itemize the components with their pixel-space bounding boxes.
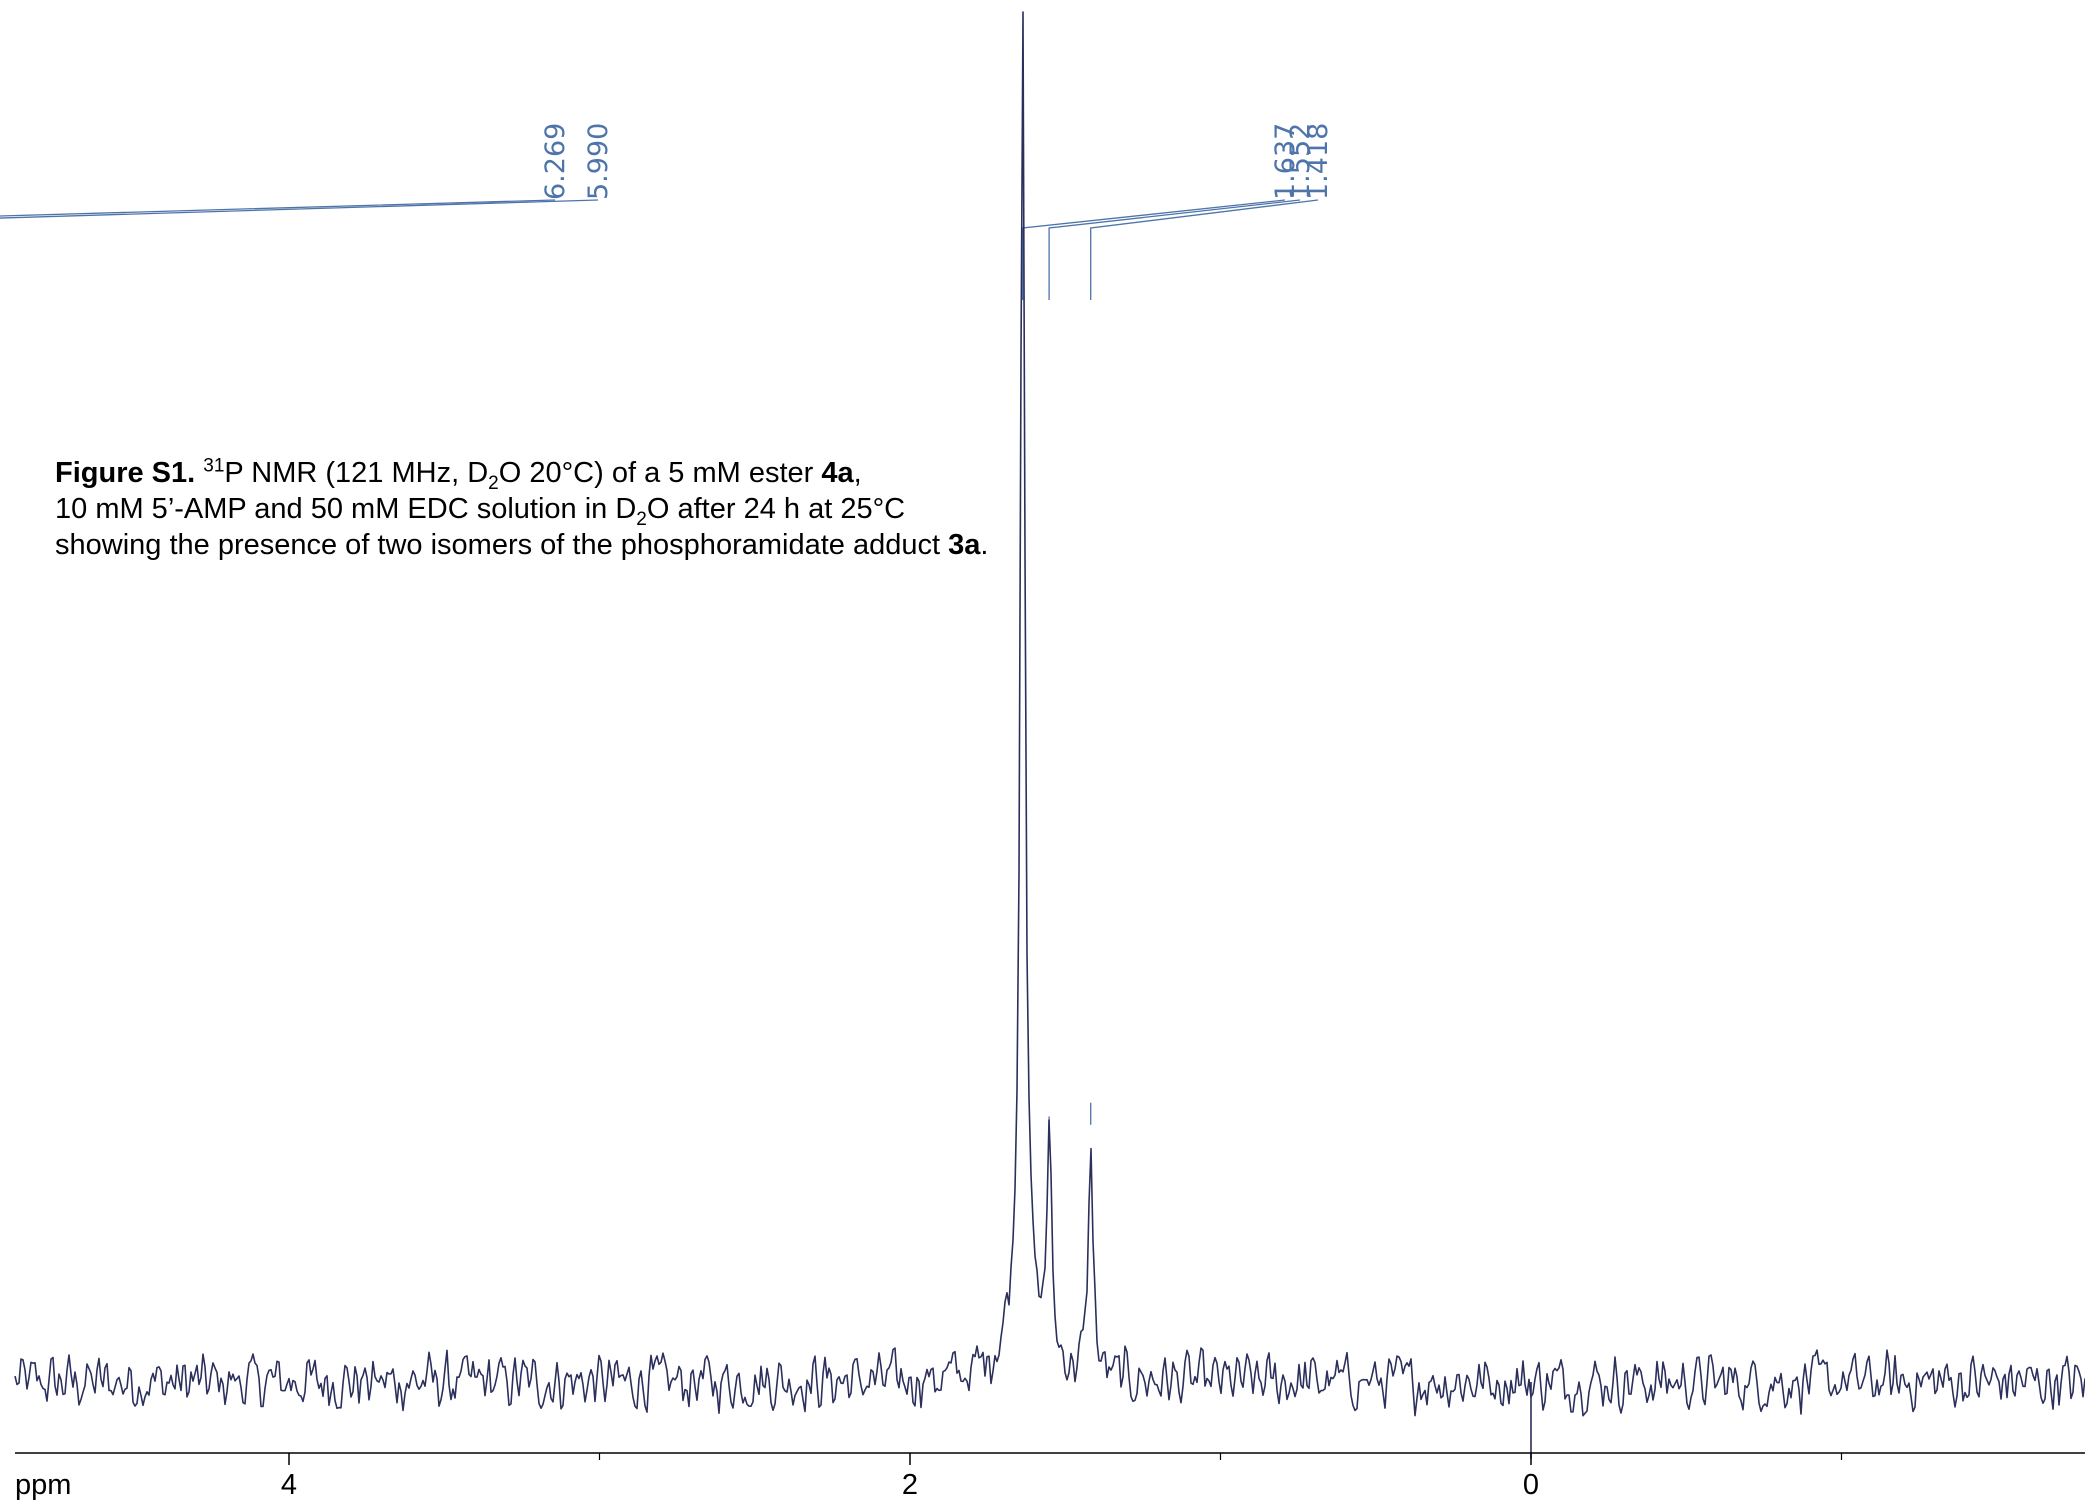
peak-label-text: 6.269 xyxy=(540,123,571,200)
peak-label-connector xyxy=(1022,199,1286,300)
x-tick-label: 0 xyxy=(1523,1469,1539,1501)
peak-label: 5.990 xyxy=(0,123,614,219)
figure-caption: Figure S1. 31P NMR (121 MHz, D2O 20°C) o… xyxy=(55,455,1255,563)
x-axis-ticks: 86420-2 xyxy=(281,1453,1843,1501)
peak-label-text: 5.990 xyxy=(583,123,614,200)
peak-label-connector xyxy=(0,199,599,219)
peak-label: 6.269 xyxy=(0,123,571,217)
peak-label-text: 1.418 xyxy=(1303,123,1334,200)
caption-line-3: showing the presence of two isomers of t… xyxy=(55,529,989,561)
peak-label-connector xyxy=(0,199,556,217)
x-tick-label: 4 xyxy=(281,1469,297,1501)
caption-line-1: Figure S1. 31P NMR (121 MHz, D2O 20°C) o… xyxy=(55,455,862,494)
spectrum-trace xyxy=(14,11,2085,1417)
x-tick-label: 2 xyxy=(902,1469,918,1501)
peak-label-text: 1.552 xyxy=(1285,123,1316,200)
x-axis-unit-label: ppm xyxy=(15,1469,71,1501)
peak-label: 1.637 xyxy=(1022,123,1301,300)
peak-label-connector xyxy=(1048,199,1301,300)
caption-line-2: 10 mM 5’-AMP and 50 mM EDC solution in D… xyxy=(55,493,906,530)
peak-label: 1.552 xyxy=(1048,123,1316,1139)
peak-label-text: 1.637 xyxy=(1270,123,1301,200)
peak-label-connector xyxy=(1090,199,1319,300)
peak-label: 1.418 xyxy=(1090,123,1334,1125)
